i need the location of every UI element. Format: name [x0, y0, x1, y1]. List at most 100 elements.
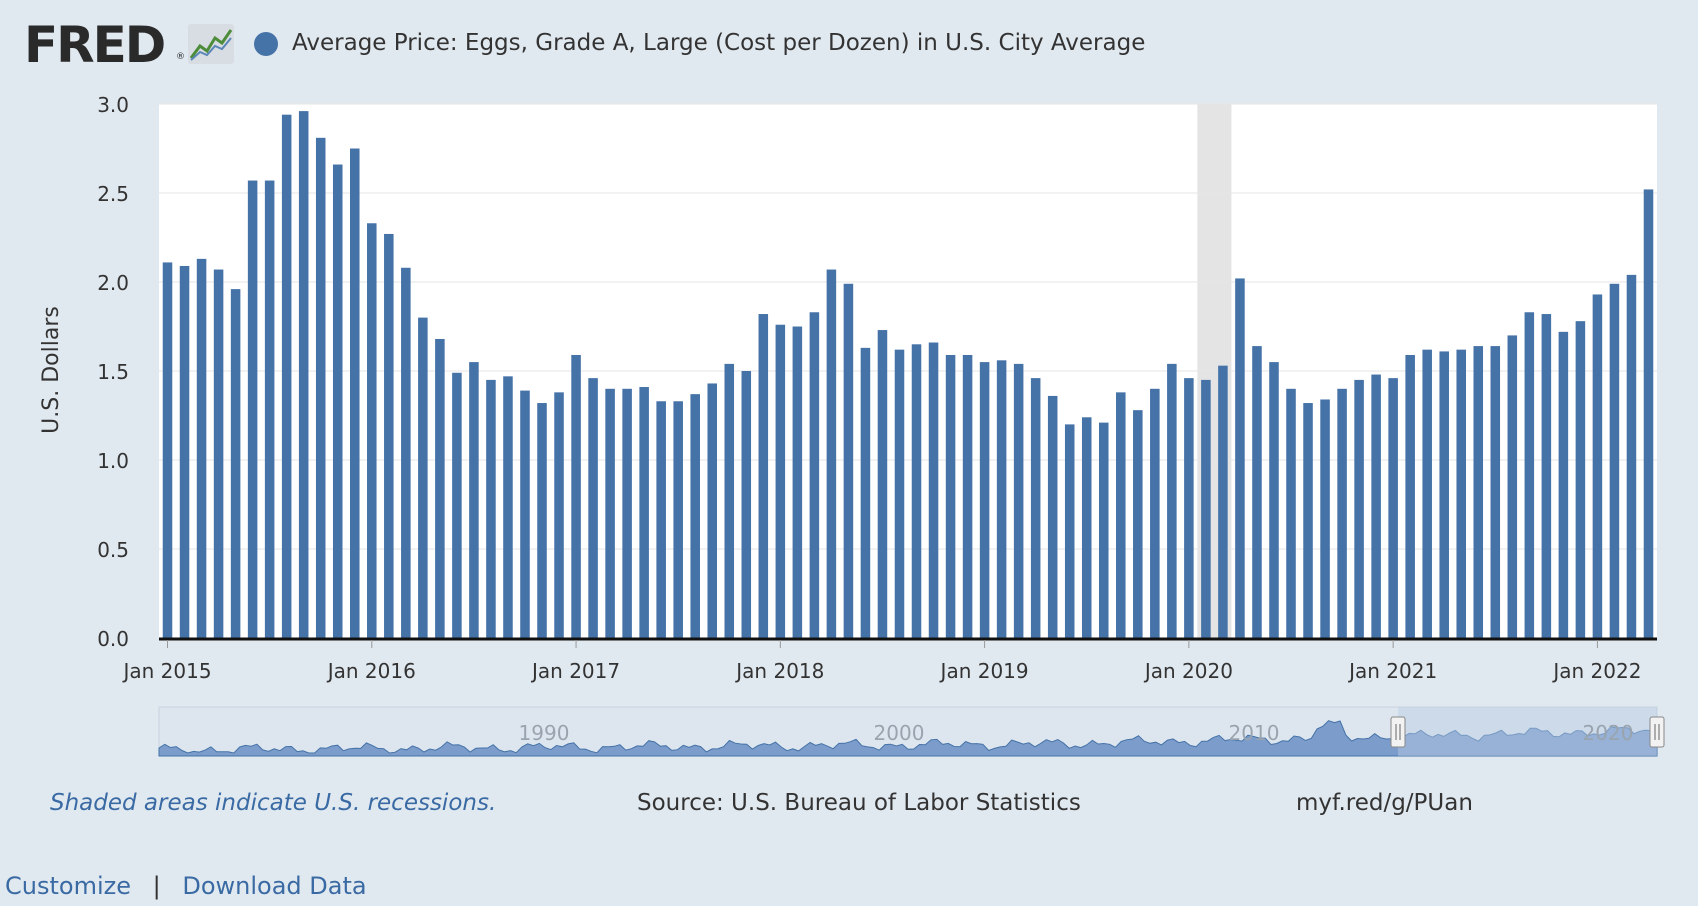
- bar[interactable]: [894, 349, 905, 638]
- series-title[interactable]: Average Price: Eggs, Grade A, Large (Cos…: [292, 30, 1146, 56]
- bar[interactable]: [1609, 283, 1620, 638]
- bar[interactable]: [554, 392, 564, 638]
- bar[interactable]: [349, 148, 360, 639]
- bar[interactable]: [537, 403, 547, 638]
- bar[interactable]: [1081, 417, 1092, 638]
- fred-logo[interactable]: FRED: [24, 16, 166, 74]
- bar[interactable]: [315, 137, 326, 638]
- bar[interactable]: [1286, 388, 1296, 638]
- bar[interactable]: [945, 354, 956, 638]
- bar[interactable]: [1337, 388, 1347, 638]
- bar[interactable]: [1167, 363, 1177, 638]
- bar[interactable]: [401, 267, 411, 638]
- bar[interactable]: [1150, 388, 1160, 638]
- bar[interactable]: [826, 269, 837, 638]
- bar[interactable]: [179, 265, 190, 638]
- bar[interactable]: [673, 401, 683, 638]
- bar[interactable]: [1371, 374, 1381, 638]
- bar[interactable]: [1013, 363, 1024, 638]
- bar[interactable]: [928, 342, 939, 638]
- bar[interactable]: [860, 347, 871, 638]
- bar[interactable]: [196, 258, 207, 638]
- bar[interactable]: [843, 283, 854, 638]
- bar[interactable]: [452, 372, 462, 638]
- bar[interactable]: [1507, 335, 1518, 638]
- bar[interactable]: [1184, 378, 1194, 638]
- bar[interactable]: [1030, 378, 1041, 638]
- bar[interactable]: [1269, 362, 1279, 638]
- bar[interactable]: [1456, 349, 1467, 638]
- bar[interactable]: [1303, 403, 1313, 638]
- bar[interactable]: [520, 390, 530, 638]
- download-data-link[interactable]: Download Data: [182, 872, 367, 900]
- navigator-handle-left[interactable]: [1390, 716, 1406, 748]
- bar[interactable]: [1405, 354, 1415, 638]
- bar[interactable]: [1592, 294, 1603, 638]
- chart-area: 0.00.51.01.52.02.53.0 Jan 2015 Jan 2016 Ja…: [39, 93, 1665, 757]
- bar[interactable]: [1626, 274, 1637, 638]
- range-navigator[interactable]: 1990 2000 2010 2020: [158, 706, 1665, 757]
- bar[interactable]: [1558, 331, 1569, 638]
- bar[interactable]: [1201, 379, 1211, 638]
- navigator-selection[interactable]: [1398, 707, 1657, 756]
- bar[interactable]: [486, 379, 496, 638]
- bar[interactable]: [298, 111, 309, 639]
- bar[interactable]: [741, 371, 752, 638]
- bar[interactable]: [690, 394, 700, 638]
- bar[interactable]: [1116, 392, 1126, 638]
- bar[interactable]: [1388, 378, 1398, 638]
- bar[interactable]: [877, 330, 888, 638]
- bar[interactable]: [1354, 379, 1364, 638]
- bar[interactable]: [1320, 399, 1330, 638]
- bar[interactable]: [1064, 424, 1075, 638]
- bar[interactable]: [775, 324, 786, 638]
- bar[interactable]: [979, 362, 990, 638]
- bar[interactable]: [162, 262, 173, 638]
- bar[interactable]: [639, 387, 649, 638]
- bar[interactable]: [281, 114, 292, 639]
- customize-link[interactable]: Customize: [5, 872, 131, 900]
- bar[interactable]: [435, 338, 445, 638]
- bar[interactable]: [588, 378, 598, 638]
- bar[interactable]: [1218, 365, 1228, 638]
- bar[interactable]: [996, 360, 1007, 638]
- bar[interactable]: [1575, 321, 1586, 638]
- bar[interactable]: [1133, 410, 1143, 638]
- bar[interactable]: [503, 376, 513, 638]
- bar[interactable]: [367, 223, 377, 638]
- bar[interactable]: [605, 388, 615, 638]
- bar[interactable]: [1490, 346, 1501, 638]
- bar[interactable]: [1047, 395, 1058, 638]
- bar[interactable]: [264, 180, 275, 639]
- bar[interactable]: [1541, 314, 1552, 638]
- bar[interactable]: [230, 289, 241, 638]
- bar[interactable]: [656, 401, 666, 638]
- bar[interactable]: [469, 362, 479, 638]
- bar[interactable]: [247, 180, 258, 639]
- bar[interactable]: [1439, 351, 1449, 638]
- bar[interactable]: [792, 326, 803, 639]
- bar[interactable]: [1422, 349, 1432, 638]
- bar[interactable]: [707, 383, 718, 638]
- short-link[interactable]: myf.red/g/PUan: [1296, 790, 1473, 816]
- navigator-handle-right[interactable]: [1649, 716, 1665, 748]
- bar[interactable]: [1473, 346, 1484, 638]
- bar[interactable]: [1235, 278, 1245, 638]
- y-tick-label: 2.0: [97, 271, 129, 295]
- bar[interactable]: [213, 269, 224, 638]
- bar[interactable]: [911, 344, 922, 638]
- bar[interactable]: [418, 317, 428, 638]
- bar[interactable]: [384, 233, 394, 638]
- bar[interactable]: [1098, 422, 1109, 638]
- bar[interactable]: [1252, 346, 1262, 638]
- bar[interactable]: [962, 354, 973, 638]
- bar[interactable]: [809, 312, 820, 638]
- bar[interactable]: [758, 314, 769, 638]
- bar-series[interactable]: [162, 111, 1654, 639]
- bar[interactable]: [332, 164, 343, 638]
- bar[interactable]: [571, 354, 581, 638]
- bar[interactable]: [724, 363, 735, 638]
- bar[interactable]: [622, 388, 632, 638]
- bar[interactable]: [1643, 189, 1654, 638]
- bar[interactable]: [1524, 312, 1535, 638]
